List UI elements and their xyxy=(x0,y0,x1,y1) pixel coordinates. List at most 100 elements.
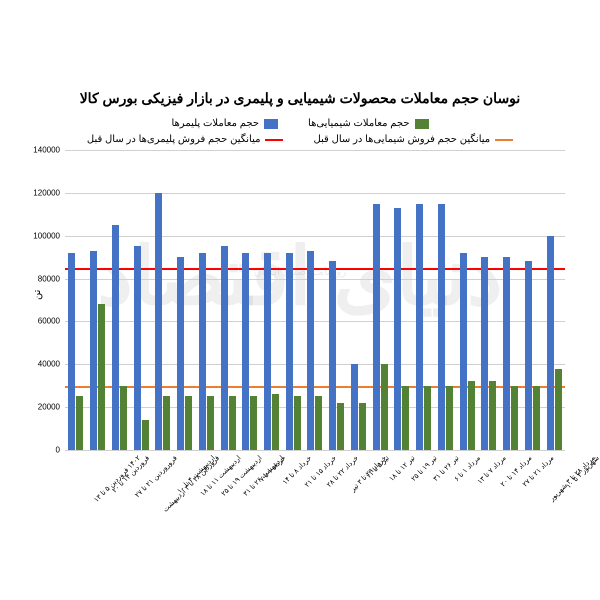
bar-group xyxy=(500,257,522,450)
bar-group xyxy=(282,253,304,450)
bar-group xyxy=(87,251,109,450)
bar-polymer xyxy=(438,204,445,450)
bar-polymer xyxy=(112,225,119,450)
y-tick: 120000 xyxy=(33,188,60,197)
bar-chemical xyxy=(511,386,518,450)
legend-chemical-swatch xyxy=(415,119,429,129)
bar-polymer xyxy=(481,257,488,450)
bar-chemical xyxy=(446,386,453,450)
bar-chemical xyxy=(185,396,192,450)
bar-chemical xyxy=(555,369,562,450)
bar-group xyxy=(543,236,565,450)
bar-polymer xyxy=(264,253,271,450)
bar-group xyxy=(435,204,457,450)
bar-polymer xyxy=(503,257,510,450)
legend-polymer: حجم معاملات پلیمرها xyxy=(171,118,278,129)
bar-polymer xyxy=(221,246,228,450)
bar-polymer xyxy=(525,261,532,450)
bar-polymer xyxy=(199,253,206,450)
y-tick: 60000 xyxy=(38,317,60,326)
y-tick: 80000 xyxy=(38,274,60,283)
bar-chemical xyxy=(315,396,322,450)
bar-group xyxy=(326,261,348,450)
bar-chemical xyxy=(163,396,170,450)
legend-polymer-avg-label: میانگین حجم فروش پلیمری‌ها در سال قبل xyxy=(87,134,261,145)
bar-group xyxy=(217,246,239,450)
y-tick: 0 xyxy=(56,446,60,455)
bar-group xyxy=(108,225,130,450)
legend-chemical-avg-swatch xyxy=(495,139,513,141)
bar-chemical xyxy=(402,386,409,450)
bar-polymer xyxy=(460,253,467,450)
bar-group xyxy=(65,253,87,450)
bar-polymer xyxy=(177,257,184,450)
bar-chemical xyxy=(207,396,214,450)
y-tick: 40000 xyxy=(38,360,60,369)
bar-polymer xyxy=(286,253,293,450)
bar-group xyxy=(369,204,391,450)
gridline xyxy=(65,193,565,194)
bar-polymer xyxy=(373,204,380,450)
gridline xyxy=(65,150,565,151)
bar-group xyxy=(174,257,196,450)
bar-polymer xyxy=(351,364,358,450)
legend-chemical-label: حجم معاملات شیمیایی‌ها xyxy=(308,118,410,129)
legend-chemical-avg-label: میانگین حجم فروش شیمایی‌ها در سال قبل xyxy=(313,134,490,145)
legend-chemical: حجم معاملات شیمیایی‌ها xyxy=(308,118,429,129)
bar-polymer xyxy=(68,253,75,450)
chart-title: نوسان حجم معاملات محصولات شیمیایی و پلیم… xyxy=(0,90,600,107)
bar-chemical xyxy=(76,396,83,450)
y-tick: 100000 xyxy=(33,231,60,240)
legend-row-2: میانگین حجم فروش شیمایی‌ها در سال قبل می… xyxy=(0,134,600,145)
y-tick: 140000 xyxy=(33,146,60,155)
bar-polymer xyxy=(394,208,401,450)
bar-chemical xyxy=(120,386,127,450)
bar-group xyxy=(195,253,217,450)
bar-group xyxy=(261,253,283,450)
bar-group xyxy=(348,364,370,450)
bar-chemical xyxy=(489,381,496,450)
bar-chemical xyxy=(381,364,388,450)
legend-chemical-avg: میانگین حجم فروش شیمایی‌ها در سال قبل xyxy=(313,134,513,145)
bar-group xyxy=(152,193,174,450)
bar-chemical xyxy=(142,420,149,450)
bar-chemical xyxy=(250,396,257,450)
y-axis-label: تن xyxy=(32,290,43,300)
y-tick: 20000 xyxy=(38,403,60,412)
bar-polymer xyxy=(90,251,97,450)
bar-polymer xyxy=(416,204,423,450)
bar-polymer xyxy=(307,251,314,450)
bar-group xyxy=(478,257,500,450)
bar-chemical xyxy=(98,304,105,450)
bar-chemical xyxy=(468,381,475,450)
bar-group xyxy=(391,208,413,450)
bar-polymer xyxy=(155,193,162,450)
x-tick: ۱۴۰۲ فروردین ۵ تا ۱۳ xyxy=(92,454,142,504)
plot-area: 020000400006000080000100000120000140000۱… xyxy=(65,150,565,450)
bar-group xyxy=(413,204,435,450)
bar-chemical xyxy=(533,386,540,450)
bar-group xyxy=(239,253,261,450)
bar-polymer xyxy=(134,246,141,450)
bar-chemical xyxy=(424,386,431,450)
bar-group xyxy=(304,251,326,450)
bar-polymer xyxy=(242,253,249,450)
bar-chemical xyxy=(229,396,236,450)
bar-polymer xyxy=(329,261,336,450)
bar-group xyxy=(456,253,478,450)
legend: حجم معاملات شیمیایی‌ها حجم معاملات پلیمر… xyxy=(0,118,600,129)
bar-chemical xyxy=(294,396,301,450)
bar-polymer xyxy=(547,236,554,450)
bar-chemical xyxy=(337,403,344,450)
bar-group xyxy=(130,246,152,450)
legend-polymer-avg-swatch xyxy=(265,139,283,141)
bar-chemical xyxy=(359,403,366,450)
bar-group xyxy=(522,261,544,450)
bar-chemical xyxy=(272,394,279,450)
x-tick: شهریور ۴ تا ۱۰ xyxy=(565,454,600,490)
legend-polymer-avg: میانگین حجم فروش پلیمری‌ها در سال قبل xyxy=(87,134,284,145)
legend-polymer-label: حجم معاملات پلیمرها xyxy=(171,118,259,129)
gridline xyxy=(65,450,565,451)
legend-polymer-swatch xyxy=(264,119,278,129)
gridline xyxy=(65,236,565,237)
